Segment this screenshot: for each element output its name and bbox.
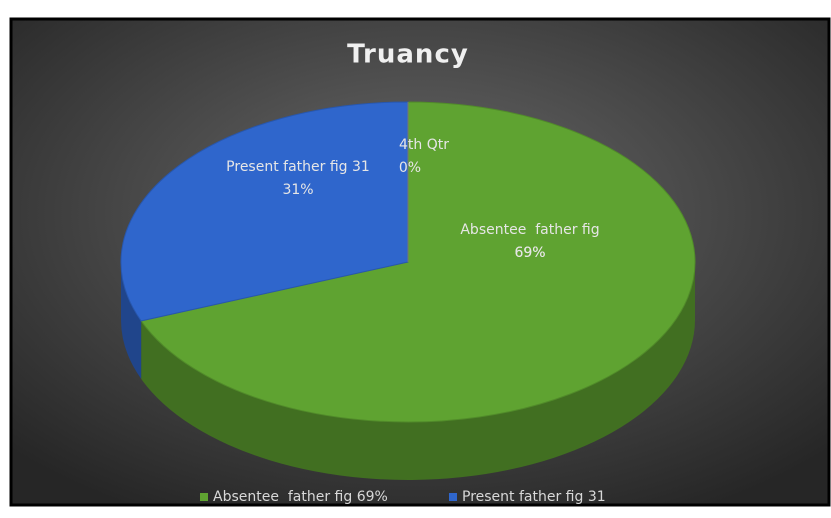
pie: [120, 101, 696, 481]
label-line: Absentee father fig: [460, 222, 599, 238]
data-label-category: Absentee father fig 69%: [460, 222, 599, 261]
data-label-value: 69%: [514, 245, 545, 261]
data-label-value: 0%: [399, 160, 421, 176]
data-label-category: Present father fig 31: [226, 159, 370, 175]
slice-side: [121, 262, 142, 379]
legend: Absentee father fig 69% Present father fi…: [200, 489, 606, 505]
data-label-value: 31%: [282, 182, 313, 198]
data-label-category: 4th Qtr: [399, 137, 449, 153]
legend-label: Absentee father fig 69%: [213, 489, 388, 505]
legend-swatch: [449, 493, 457, 501]
label-line: 69%: [514, 245, 545, 261]
slice-side: [141, 262, 695, 481]
legend-label: Present father fig 31: [462, 489, 606, 505]
slice: [140, 101, 696, 423]
data-labels: Absentee father fig 69%69% Present father …: [226, 137, 599, 261]
chart-title: Truancy: [347, 40, 469, 70]
slice: [120, 101, 409, 322]
legend-swatch: [200, 493, 208, 501]
